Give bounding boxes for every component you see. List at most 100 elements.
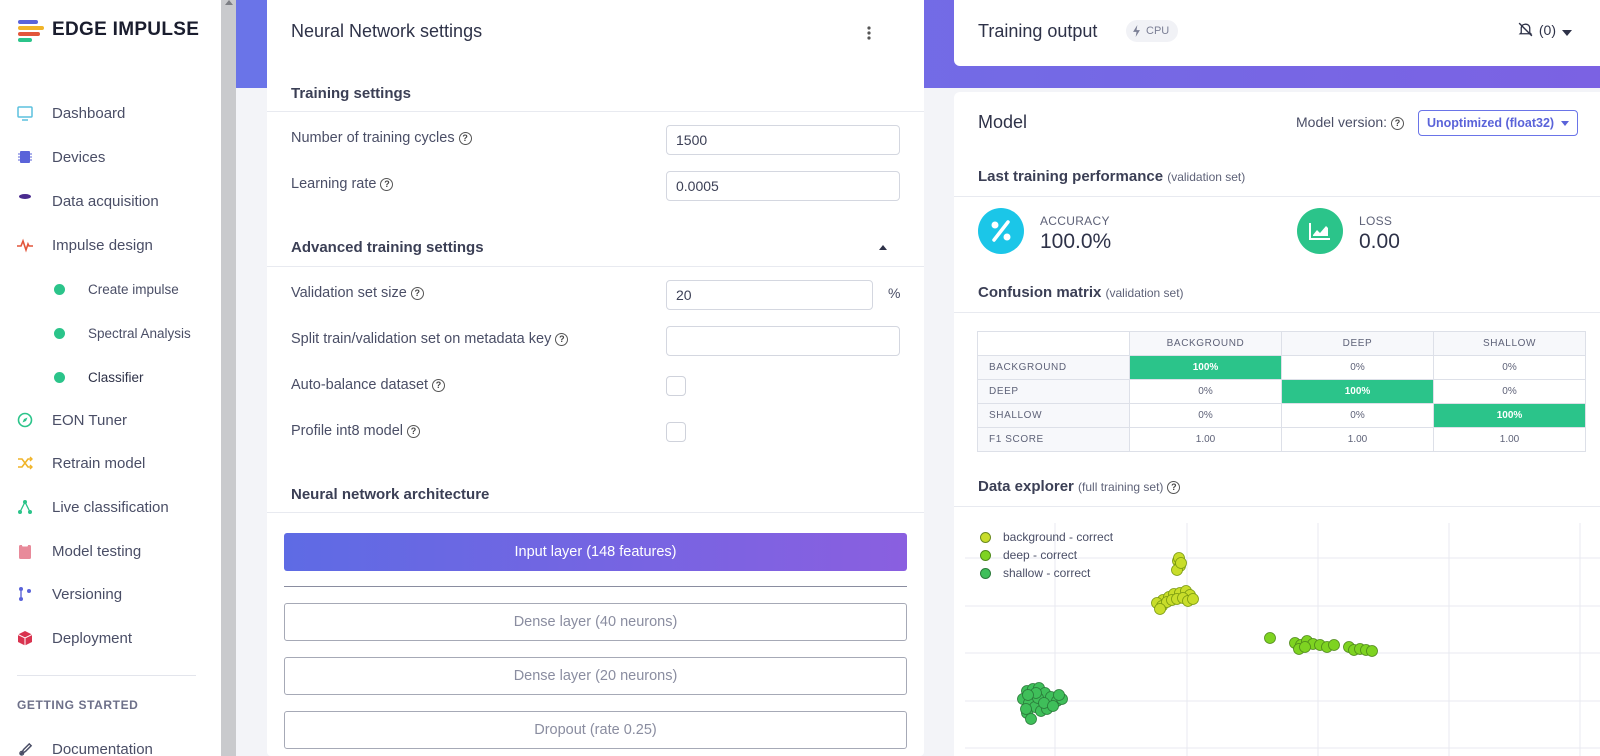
help-icon[interactable]: ? bbox=[1391, 116, 1405, 130]
notifications-toggle[interactable]: (0) bbox=[1517, 21, 1556, 38]
help-icon[interactable]: ? bbox=[555, 332, 569, 346]
validation-size-input[interactable] bbox=[666, 280, 873, 310]
split-metadata-input[interactable] bbox=[666, 326, 900, 356]
input-layer-button[interactable]: Input layer (148 features) bbox=[284, 533, 907, 571]
data-explorer-plot[interactable] bbox=[965, 523, 1600, 756]
percent-icon bbox=[978, 208, 1024, 254]
chevron-down-icon bbox=[1561, 121, 1569, 126]
help-icon[interactable]: ? bbox=[432, 378, 446, 392]
cm-cell: 0% bbox=[1281, 403, 1434, 428]
notification-count: (0) bbox=[1538, 21, 1556, 38]
sidebar-scrollbar[interactable] bbox=[221, 0, 236, 756]
training-output-panel: Training output (0) bbox=[954, 0, 1600, 66]
dense-layer-button[interactable]: Dense layer (40 neurons) bbox=[284, 603, 907, 641]
scatter-point[interactable] bbox=[1025, 713, 1037, 725]
sidebar-item-data-acquisition[interactable]: Data acquisition bbox=[0, 183, 221, 219]
legend-item[interactable]: shallow - correct bbox=[980, 566, 1090, 580]
sidebar-item-create-impulse[interactable]: Create impulse bbox=[0, 271, 221, 307]
edge-impulse-logo[interactable]: EDGE IMPULSE bbox=[18, 19, 200, 42]
autobalance-label: Auto-balance dataset? bbox=[291, 377, 446, 393]
status-dot bbox=[54, 283, 65, 295]
sidebar-item-label: Spectral Analysis bbox=[88, 325, 191, 341]
dropout-layer-button[interactable]: Dropout (rate 0.25) bbox=[284, 711, 907, 749]
table-row: F1 SCORE 1.00 1.00 1.00 bbox=[977, 427, 1586, 452]
collapse-icon[interactable] bbox=[879, 245, 887, 250]
sidebar-item-model-testing[interactable]: Model testing bbox=[0, 533, 221, 569]
sidebar-item-label: Model testing bbox=[52, 542, 142, 560]
table-row: DEEP 0% 100% 0% bbox=[977, 379, 1586, 404]
more-options-icon[interactable] bbox=[867, 26, 871, 45]
cm-cell: 1.00 bbox=[1433, 427, 1586, 452]
scatter-point[interactable] bbox=[1047, 700, 1059, 712]
sidebar-item-impulse-design[interactable]: Impulse design bbox=[0, 227, 221, 263]
logo-icon bbox=[18, 19, 46, 42]
cpu-badge: CPU bbox=[1126, 20, 1179, 42]
sidebar-item-spectral-analysis[interactable]: Spectral Analysis bbox=[0, 315, 221, 351]
legend-item[interactable]: deep - correct bbox=[980, 548, 1077, 562]
sidebar-item-devices[interactable]: Devices bbox=[0, 139, 221, 175]
scatter-point[interactable] bbox=[1187, 593, 1199, 605]
profile-int8-checkbox[interactable] bbox=[666, 422, 686, 442]
help-icon[interactable]: ? bbox=[458, 131, 472, 145]
sidebar-item-label: Deployment bbox=[52, 629, 133, 647]
learning-rate-input[interactable] bbox=[666, 171, 900, 201]
sidebar-item-versioning[interactable]: Versioning bbox=[0, 576, 221, 612]
legend-swatch bbox=[980, 567, 991, 579]
table-row: BACKGROUND 100% 0% 0% bbox=[977, 355, 1586, 380]
cm-cell: 0% bbox=[1129, 403, 1282, 428]
help-icon[interactable]: ? bbox=[407, 424, 421, 438]
training-cycles-label: Number of training cycles? bbox=[291, 130, 472, 146]
cm-cell: 100% bbox=[1433, 403, 1586, 428]
bell-off-icon bbox=[1518, 22, 1533, 37]
model-version-select[interactable]: Unoptimized (float32) bbox=[1418, 110, 1578, 136]
sidebar-item-eon-tuner[interactable]: EON Tuner bbox=[0, 402, 221, 438]
confusion-matrix: BACKGROUND DEEP SHALLOW BACKGROUND 100% … bbox=[977, 331, 1586, 452]
cm-row-header: DEEP bbox=[977, 379, 1130, 404]
branch-icon bbox=[17, 586, 33, 602]
cm-cell: 100% bbox=[1281, 379, 1434, 404]
scatter-point[interactable] bbox=[1022, 689, 1034, 701]
data-explorer-heading: Data explorer (full training set)? bbox=[978, 478, 1181, 495]
autobalance-checkbox[interactable] bbox=[666, 376, 686, 396]
help-icon[interactable]: ? bbox=[1167, 480, 1181, 494]
live-icon bbox=[17, 499, 33, 515]
scatter-point[interactable] bbox=[1299, 641, 1311, 653]
cm-row-header: F1 SCORE bbox=[977, 427, 1130, 452]
scatter-point[interactable] bbox=[1020, 703, 1032, 715]
training-cycles-input[interactable] bbox=[666, 125, 900, 155]
sidebar-item-classifier[interactable]: Classifier bbox=[0, 359, 221, 395]
learning-rate-label: Learning rate? bbox=[291, 176, 394, 192]
lightning-icon bbox=[1133, 25, 1140, 37]
scatter-point[interactable] bbox=[1366, 645, 1378, 657]
help-icon[interactable]: ? bbox=[410, 286, 424, 300]
chevron-down-icon[interactable] bbox=[1562, 30, 1572, 36]
sidebar-item-retrain-model[interactable]: Retrain model bbox=[0, 445, 221, 481]
cm-cell: 1.00 bbox=[1281, 427, 1434, 452]
scatter-point[interactable] bbox=[1264, 632, 1276, 644]
loss-value: 0.00 bbox=[1359, 230, 1400, 253]
cm-cell: 0% bbox=[1281, 355, 1434, 380]
scatter-point[interactable] bbox=[1328, 639, 1340, 651]
sidebar-item-label: Documentation bbox=[52, 740, 153, 756]
cm-cell: 100% bbox=[1129, 355, 1282, 380]
cm-cell: 0% bbox=[1433, 355, 1586, 380]
training-settings-heading: Training settings bbox=[291, 85, 412, 102]
dense-layer-button[interactable]: Dense layer (20 neurons) bbox=[284, 657, 907, 695]
sidebar-item-documentation[interactable]: Documentation bbox=[0, 731, 221, 756]
app-name: EDGE IMPULSE bbox=[52, 19, 200, 40]
scatter-point[interactable] bbox=[1053, 689, 1065, 701]
sidebar-item-label: Versioning bbox=[52, 585, 123, 603]
training-performance-heading: Last training performance (validation se… bbox=[978, 168, 1246, 185]
sidebar-item-label: Create impulse bbox=[88, 281, 179, 297]
sidebar-item-dashboard[interactable]: Dashboard bbox=[0, 95, 221, 131]
scatter-point[interactable] bbox=[1154, 603, 1166, 615]
help-icon[interactable]: ? bbox=[380, 177, 394, 191]
sidebar-item-deployment[interactable]: Deployment bbox=[0, 620, 221, 656]
legend-item[interactable]: background - correct bbox=[980, 530, 1113, 544]
table-row: SHALLOW 0% 0% 100% bbox=[977, 403, 1586, 428]
scatter-point[interactable] bbox=[1175, 557, 1187, 569]
training-output-title: Training output bbox=[978, 21, 1098, 41]
model-version-label: Model version:? bbox=[1296, 114, 1405, 130]
legend-swatch bbox=[980, 549, 991, 561]
sidebar-item-live-classification[interactable]: Live classification bbox=[0, 489, 221, 525]
